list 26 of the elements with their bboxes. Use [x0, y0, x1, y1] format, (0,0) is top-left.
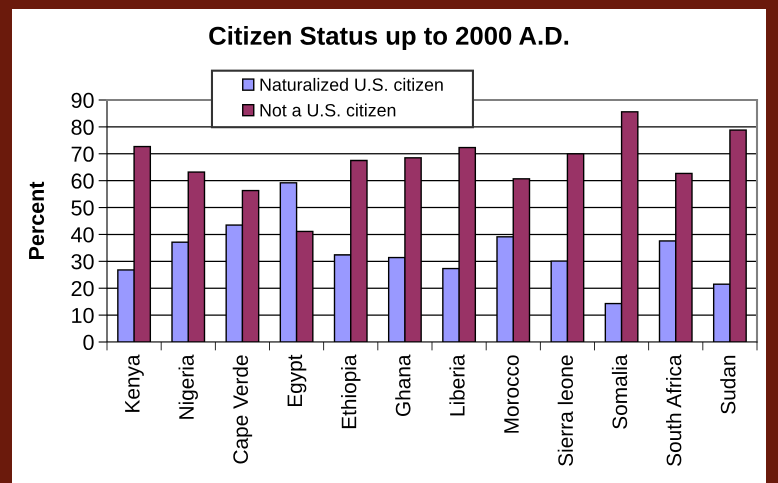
x-tick-label: Egypt: [288, 354, 306, 406]
x-tick-label: Kenya: [125, 354, 144, 412]
y-tick-label: 30: [71, 254, 94, 270]
x-tick-label: Nigeria: [178, 354, 198, 419]
chart-title: Citizen Status up to 2000 A.D.: [209, 26, 568, 50]
y-tick-label: 20: [72, 280, 94, 296]
y-tick-label: 80: [71, 120, 94, 135]
legend-label: Naturalized U.S. citizen: [260, 78, 443, 91]
y-tick-label: 90: [72, 92, 94, 108]
y-tick-label: 0: [83, 334, 94, 350]
y-tick-label: 40: [71, 227, 94, 242]
x-tick-label: South Africa: [666, 354, 682, 466]
y-axis-title: Percent: [29, 182, 44, 260]
x-tick-label: Ethiopia: [341, 354, 360, 428]
x-tick-label: Morocco: [504, 355, 519, 433]
y-tick-label: 50: [71, 200, 94, 216]
x-tick-label: Sudan: [720, 356, 736, 414]
y-tick-label: 10: [72, 308, 94, 324]
x-tick-label: Sierra leone: [558, 355, 574, 466]
y-tick-label: 60: [72, 173, 94, 189]
y-tick-label: 70: [72, 146, 94, 162]
x-tick-label: Cape Verde: [232, 355, 252, 464]
x-tick-label: Somalia: [612, 354, 628, 429]
legend-label: Not a U.S. citizen: [260, 103, 396, 117]
x-tick-label: Liberia: [449, 354, 465, 416]
x-tick-label: Ghana: [395, 354, 411, 416]
